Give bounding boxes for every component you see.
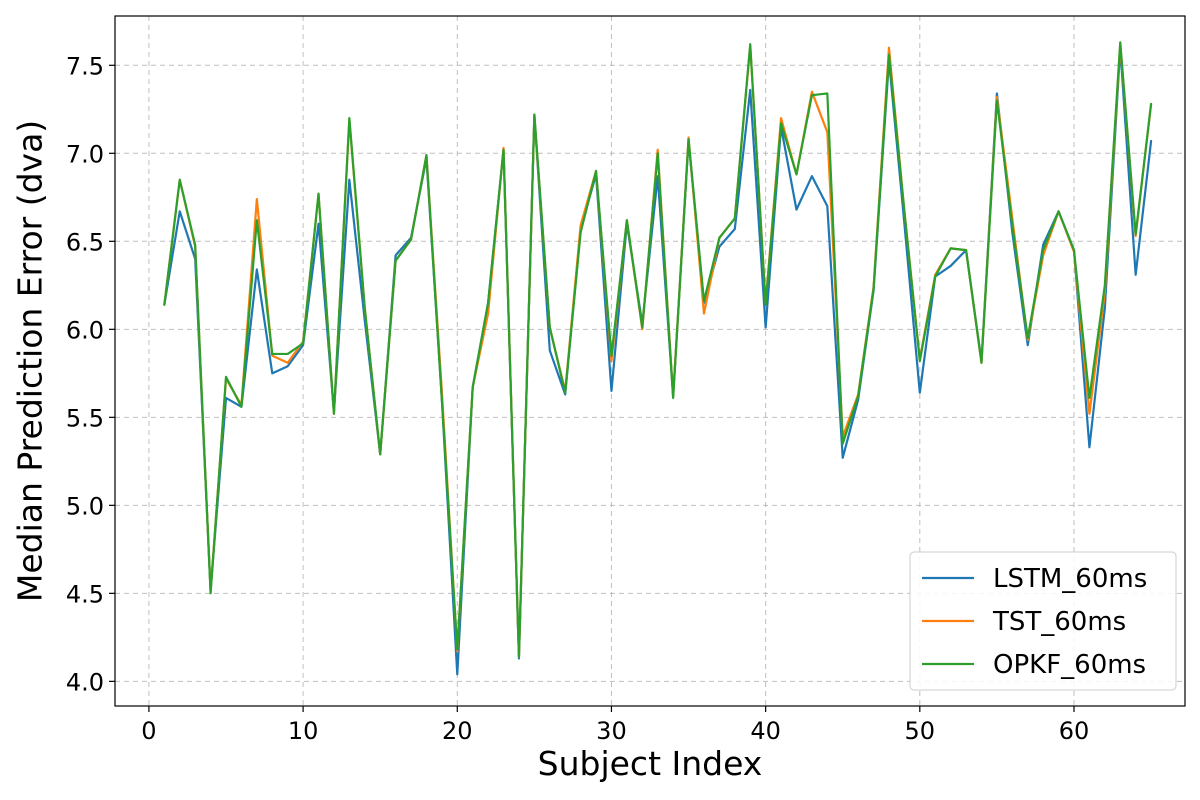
x-tick-label: 10 — [288, 717, 319, 745]
x-tick-label: 30 — [596, 717, 627, 745]
x-tick-label: 20 — [442, 717, 473, 745]
x-tick-label: 50 — [905, 717, 936, 745]
series-line-opkf-60ms — [163, 41, 1153, 658]
y-tick-label: 6.0 — [66, 316, 104, 344]
y-tick-label: 7.0 — [66, 140, 104, 168]
legend-box — [909, 551, 1177, 691]
y-tick-label: 6.5 — [66, 228, 104, 256]
legend-label: TST_60ms — [992, 607, 1126, 637]
legend-label: LSTM_60ms — [993, 564, 1147, 594]
legend-label: OPKF_60ms — [993, 650, 1146, 680]
y-tick-label: 4.5 — [66, 580, 104, 608]
x-tick-label: 40 — [750, 717, 781, 745]
x-axis-label: Subject Index — [538, 744, 763, 783]
y-tick-label: 5.0 — [66, 492, 104, 520]
x-tick-label: 0 — [141, 717, 156, 745]
x-tick-label: 60 — [1059, 717, 1090, 745]
legend: LSTM_60ms TST_60ms OPKF_60ms — [909, 551, 1177, 691]
y-tick-label: 4.0 — [66, 668, 104, 696]
axis-ticks: 0 10 20 30 40 50 60 4.0 4.5 5.0 5.5 6.0 6.5 7.0 7.5 — [66, 52, 1089, 745]
y-axis-label: Median Prediction Error (dva) — [11, 120, 50, 602]
y-tick-label: 5.5 — [66, 404, 104, 432]
y-tick-label: 7.5 — [66, 52, 104, 80]
series-lines — [163, 41, 1153, 676]
plot-frame — [114, 15, 1186, 707]
